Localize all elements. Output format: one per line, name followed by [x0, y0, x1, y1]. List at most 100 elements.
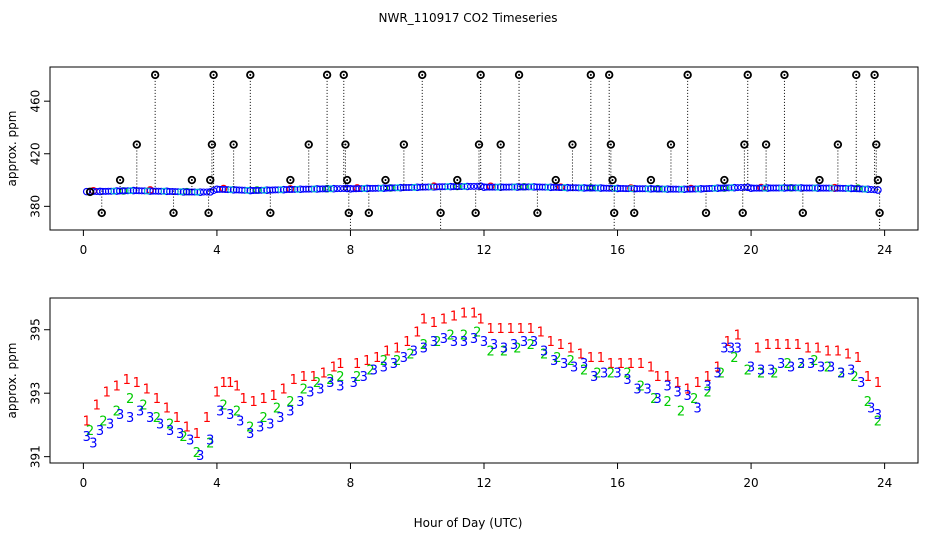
baseline-point — [508, 183, 516, 191]
outlier-point-center — [589, 73, 592, 76]
series-3-marker: 3 — [560, 357, 568, 372]
series-2-marker: 2 — [460, 329, 468, 344]
series-1-marker: 1 — [226, 376, 234, 391]
outlier-point-center — [474, 211, 477, 214]
outlier-point-center — [876, 179, 879, 182]
outlier-point-center — [421, 73, 424, 76]
baseline-point — [107, 187, 115, 195]
series-2-marker: 2 — [784, 357, 792, 372]
series-2-marker: 2 — [607, 367, 615, 382]
series-2-marker: 2 — [193, 446, 201, 461]
x-tick-label: 12 — [476, 476, 491, 490]
series-3-marker: 3 — [837, 367, 845, 382]
outlier-point-center — [743, 143, 746, 146]
outlier-point — [533, 208, 542, 218]
series-3-marker: 3 — [787, 360, 795, 375]
baseline-point — [263, 186, 271, 194]
outlier-point-center — [518, 73, 521, 76]
baseline-point — [241, 186, 249, 194]
outlier-point — [246, 70, 255, 80]
outlier-point-center — [456, 179, 459, 182]
baseline-point — [808, 184, 816, 192]
outlier-point-center — [875, 143, 878, 146]
series-2-marker: 2 — [113, 405, 121, 420]
series-3-marker: 3 — [316, 383, 324, 398]
outlier-point-center — [633, 211, 636, 214]
series-1-marker: 1 — [250, 395, 258, 410]
series-3-marker: 3 — [176, 427, 184, 442]
series-1-marker: 1 — [497, 322, 505, 337]
outlier-point-center — [765, 143, 768, 146]
baseline-point — [408, 183, 416, 191]
series-1-marker: 1 — [527, 322, 535, 337]
baseline-point — [814, 184, 822, 192]
x-tick-label: 16 — [610, 243, 625, 257]
series-1-marker: 1 — [310, 370, 318, 385]
series-1-marker: 1 — [219, 376, 227, 391]
series-3-marker: 3 — [116, 408, 124, 423]
series-2-marker: 2 — [500, 344, 508, 359]
baseline-point — [864, 185, 872, 194]
outlier-point-center — [209, 179, 212, 182]
outlier-point — [608, 175, 617, 185]
series-3-marker: 3 — [867, 402, 875, 417]
series-1-marker: 1 — [673, 376, 681, 391]
series-3-marker: 3 — [510, 338, 518, 353]
outlier-point-center — [307, 143, 310, 146]
outlier-point — [630, 208, 639, 218]
baseline-point — [792, 184, 800, 192]
outlier-point — [666, 140, 676, 149]
series-3-marker: 3 — [653, 392, 661, 407]
outlier-point — [342, 175, 352, 185]
series-3-marker: 3 — [714, 367, 722, 382]
outlier-point — [204, 208, 213, 218]
series-1-marker: 1 — [393, 341, 401, 356]
series-3-marker: 3 — [550, 354, 558, 369]
series-1-marker: 1 — [383, 344, 391, 359]
baseline-point — [613, 184, 622, 193]
baseline-point — [608, 184, 616, 192]
series-2-marker: 2 — [580, 363, 588, 378]
series-1-marker: 1 — [440, 313, 448, 328]
series-2-marker: 2 — [380, 354, 388, 369]
series-3-marker: 3 — [370, 363, 378, 378]
series-3-marker: 3 — [857, 376, 865, 391]
series-2-marker: 2 — [650, 392, 658, 407]
series-3-marker: 3 — [520, 335, 528, 350]
series-2-marker: 2 — [86, 424, 94, 439]
baseline-point — [546, 183, 555, 192]
x-axis-label: Hour of Day (UTC) — [414, 516, 523, 530]
outlier-point-center — [207, 211, 210, 214]
series-3-marker: 3 — [797, 357, 805, 372]
series-3-marker: 3 — [827, 360, 835, 375]
baseline-point — [747, 184, 755, 192]
series-1-marker: 1 — [403, 335, 411, 350]
baseline-point — [274, 186, 282, 194]
baseline-point — [825, 184, 833, 192]
baseline-point — [641, 185, 649, 193]
series-2-marker: 2 — [704, 386, 712, 401]
outlier-point-center — [210, 143, 213, 146]
series-3-marker: 3 — [580, 357, 588, 372]
outlier-point-center — [801, 211, 804, 214]
baseline-point — [858, 185, 866, 193]
series-3-marker: 3 — [807, 357, 815, 372]
series-2-marker: 2 — [336, 370, 344, 385]
series-2-marker: 2 — [690, 392, 698, 407]
series-3-marker: 3 — [817, 360, 825, 375]
baseline-point — [441, 183, 449, 191]
baseline-point — [842, 184, 850, 192]
series-1-marker: 1 — [93, 398, 101, 413]
series-3-marker: 3 — [326, 376, 334, 391]
outlier-point-center — [686, 73, 689, 76]
series-1-marker: 1 — [754, 341, 762, 356]
outlier-point — [514, 70, 524, 80]
baseline-point — [575, 184, 583, 192]
baseline-point — [200, 188, 208, 196]
outlier-point-center — [190, 179, 193, 182]
baseline-point — [691, 185, 699, 193]
baseline-point — [363, 184, 371, 193]
outlier-point-center — [783, 73, 786, 76]
series-1-marker: 1 — [774, 338, 782, 353]
series-2-marker: 2 — [353, 370, 361, 385]
